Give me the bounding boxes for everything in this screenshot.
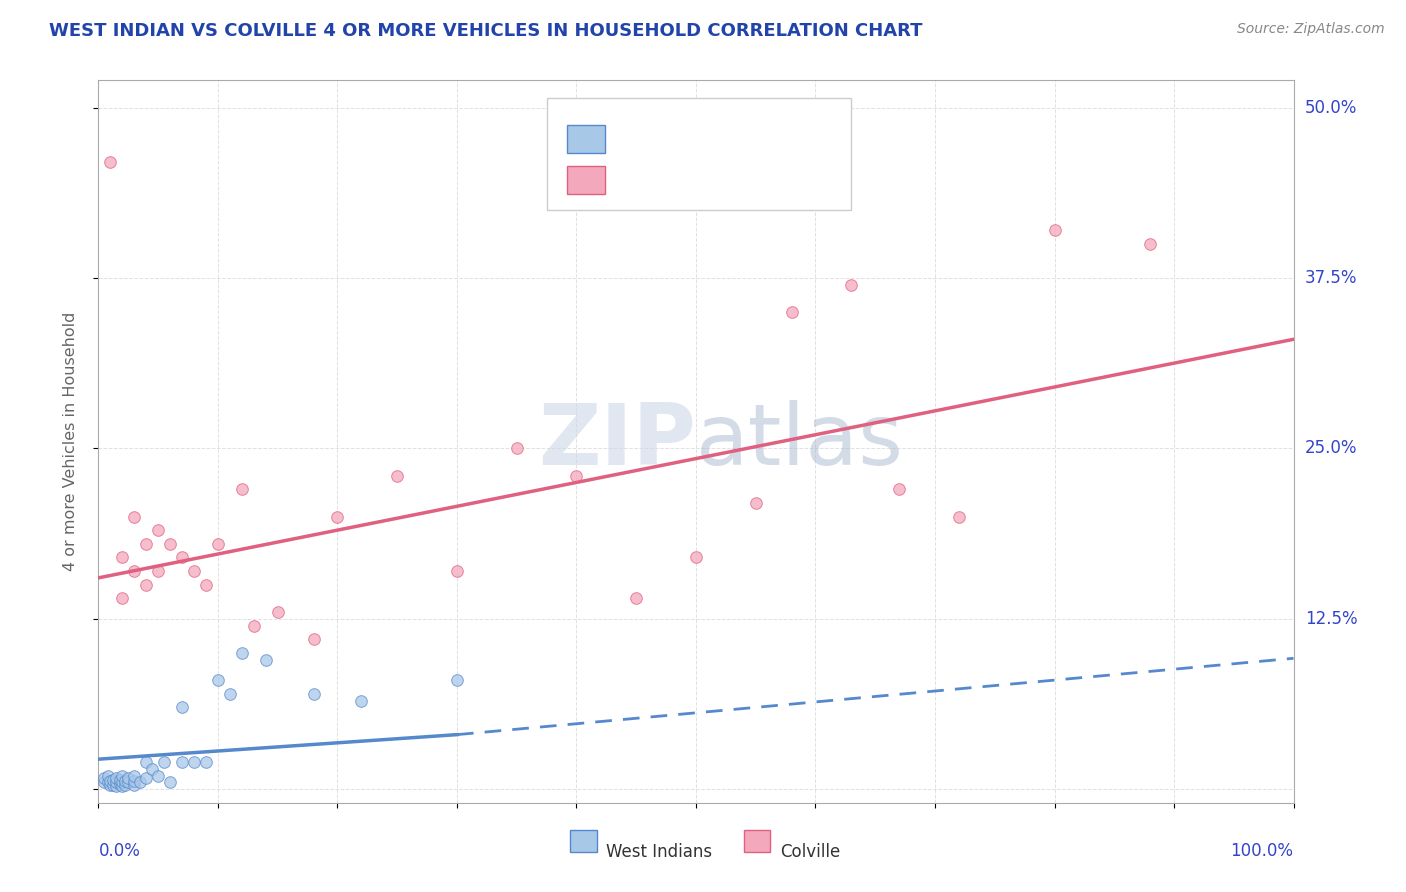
- Bar: [567, 166, 605, 194]
- Point: [124, 564, 146, 578]
- Point: [148, 768, 170, 782]
- Point: [111, 780, 134, 794]
- Point: [159, 775, 181, 789]
- Text: 37.5%: 37.5%: [1305, 269, 1357, 287]
- Point: [98, 155, 122, 169]
- Point: [111, 591, 134, 606]
- Point: [117, 771, 139, 785]
- Text: R = 0.458    N = 32: R = 0.458 N = 32: [619, 171, 803, 189]
- Point: [626, 591, 648, 606]
- Point: [172, 700, 194, 714]
- Point: [114, 774, 136, 789]
- Point: [98, 774, 122, 789]
- FancyBboxPatch shape: [547, 98, 852, 211]
- Point: [148, 564, 170, 578]
- Point: [111, 550, 134, 565]
- Point: [385, 468, 409, 483]
- Point: [105, 771, 128, 785]
- Point: [207, 673, 229, 687]
- Point: [111, 775, 134, 789]
- Point: [841, 277, 863, 292]
- Point: [195, 577, 218, 591]
- Y-axis label: 4 or more Vehicles in Household: 4 or more Vehicles in Household: [63, 312, 77, 571]
- Point: [350, 693, 373, 707]
- Point: [302, 632, 325, 647]
- Point: [108, 772, 131, 787]
- Point: [114, 778, 136, 792]
- Point: [745, 496, 768, 510]
- Point: [183, 564, 205, 578]
- Text: ZIP: ZIP: [538, 400, 696, 483]
- Point: [135, 577, 157, 591]
- Point: [172, 550, 194, 565]
- Text: 12.5%: 12.5%: [1305, 610, 1357, 628]
- Point: [254, 653, 277, 667]
- Point: [135, 755, 157, 769]
- Point: [141, 762, 163, 776]
- Point: [183, 755, 205, 769]
- Text: 0.0%: 0.0%: [98, 842, 141, 860]
- Point: [219, 687, 242, 701]
- Point: [565, 468, 588, 483]
- Point: [124, 778, 146, 792]
- Point: [148, 523, 170, 537]
- Point: [302, 687, 325, 701]
- Point: [129, 775, 152, 789]
- Point: [243, 618, 266, 632]
- Point: [172, 755, 194, 769]
- Point: [948, 509, 970, 524]
- Point: [159, 537, 181, 551]
- Text: R = 0.086    N = 41: R = 0.086 N = 41: [619, 130, 803, 148]
- Point: [98, 778, 122, 792]
- Point: [153, 755, 176, 769]
- Point: [135, 537, 157, 551]
- Point: [124, 509, 146, 524]
- Point: [101, 772, 124, 787]
- Point: [207, 537, 229, 551]
- Point: [889, 482, 911, 496]
- Point: [231, 482, 253, 496]
- Bar: [744, 830, 770, 852]
- Text: Source: ZipAtlas.com: Source: ZipAtlas.com: [1237, 22, 1385, 37]
- Point: [117, 775, 139, 789]
- Point: [780, 305, 803, 319]
- Point: [93, 775, 115, 789]
- Point: [97, 768, 120, 782]
- Point: [685, 550, 707, 565]
- Point: [105, 780, 128, 794]
- Bar: [571, 830, 596, 852]
- Point: [446, 564, 468, 578]
- Point: [231, 646, 253, 660]
- Text: West Indians: West Indians: [606, 843, 713, 861]
- Point: [506, 442, 529, 456]
- Point: [93, 771, 115, 785]
- Text: 50.0%: 50.0%: [1305, 98, 1357, 117]
- Text: 100.0%: 100.0%: [1230, 842, 1294, 860]
- Point: [108, 777, 131, 791]
- Point: [124, 768, 146, 782]
- Bar: [567, 125, 605, 153]
- Point: [111, 768, 134, 782]
- Point: [1139, 236, 1161, 251]
- Point: [101, 778, 124, 792]
- Point: [195, 755, 218, 769]
- Text: Colville: Colville: [779, 843, 839, 861]
- Point: [135, 771, 157, 785]
- Text: 25.0%: 25.0%: [1305, 440, 1357, 458]
- Point: [267, 605, 290, 619]
- Point: [326, 509, 349, 524]
- Point: [446, 673, 468, 687]
- Point: [105, 775, 128, 789]
- Point: [1043, 223, 1066, 237]
- Text: WEST INDIAN VS COLVILLE 4 OR MORE VEHICLES IN HOUSEHOLD CORRELATION CHART: WEST INDIAN VS COLVILLE 4 OR MORE VEHICL…: [49, 22, 922, 40]
- Point: [97, 775, 120, 789]
- Text: atlas: atlas: [696, 400, 904, 483]
- Point: [124, 774, 146, 789]
